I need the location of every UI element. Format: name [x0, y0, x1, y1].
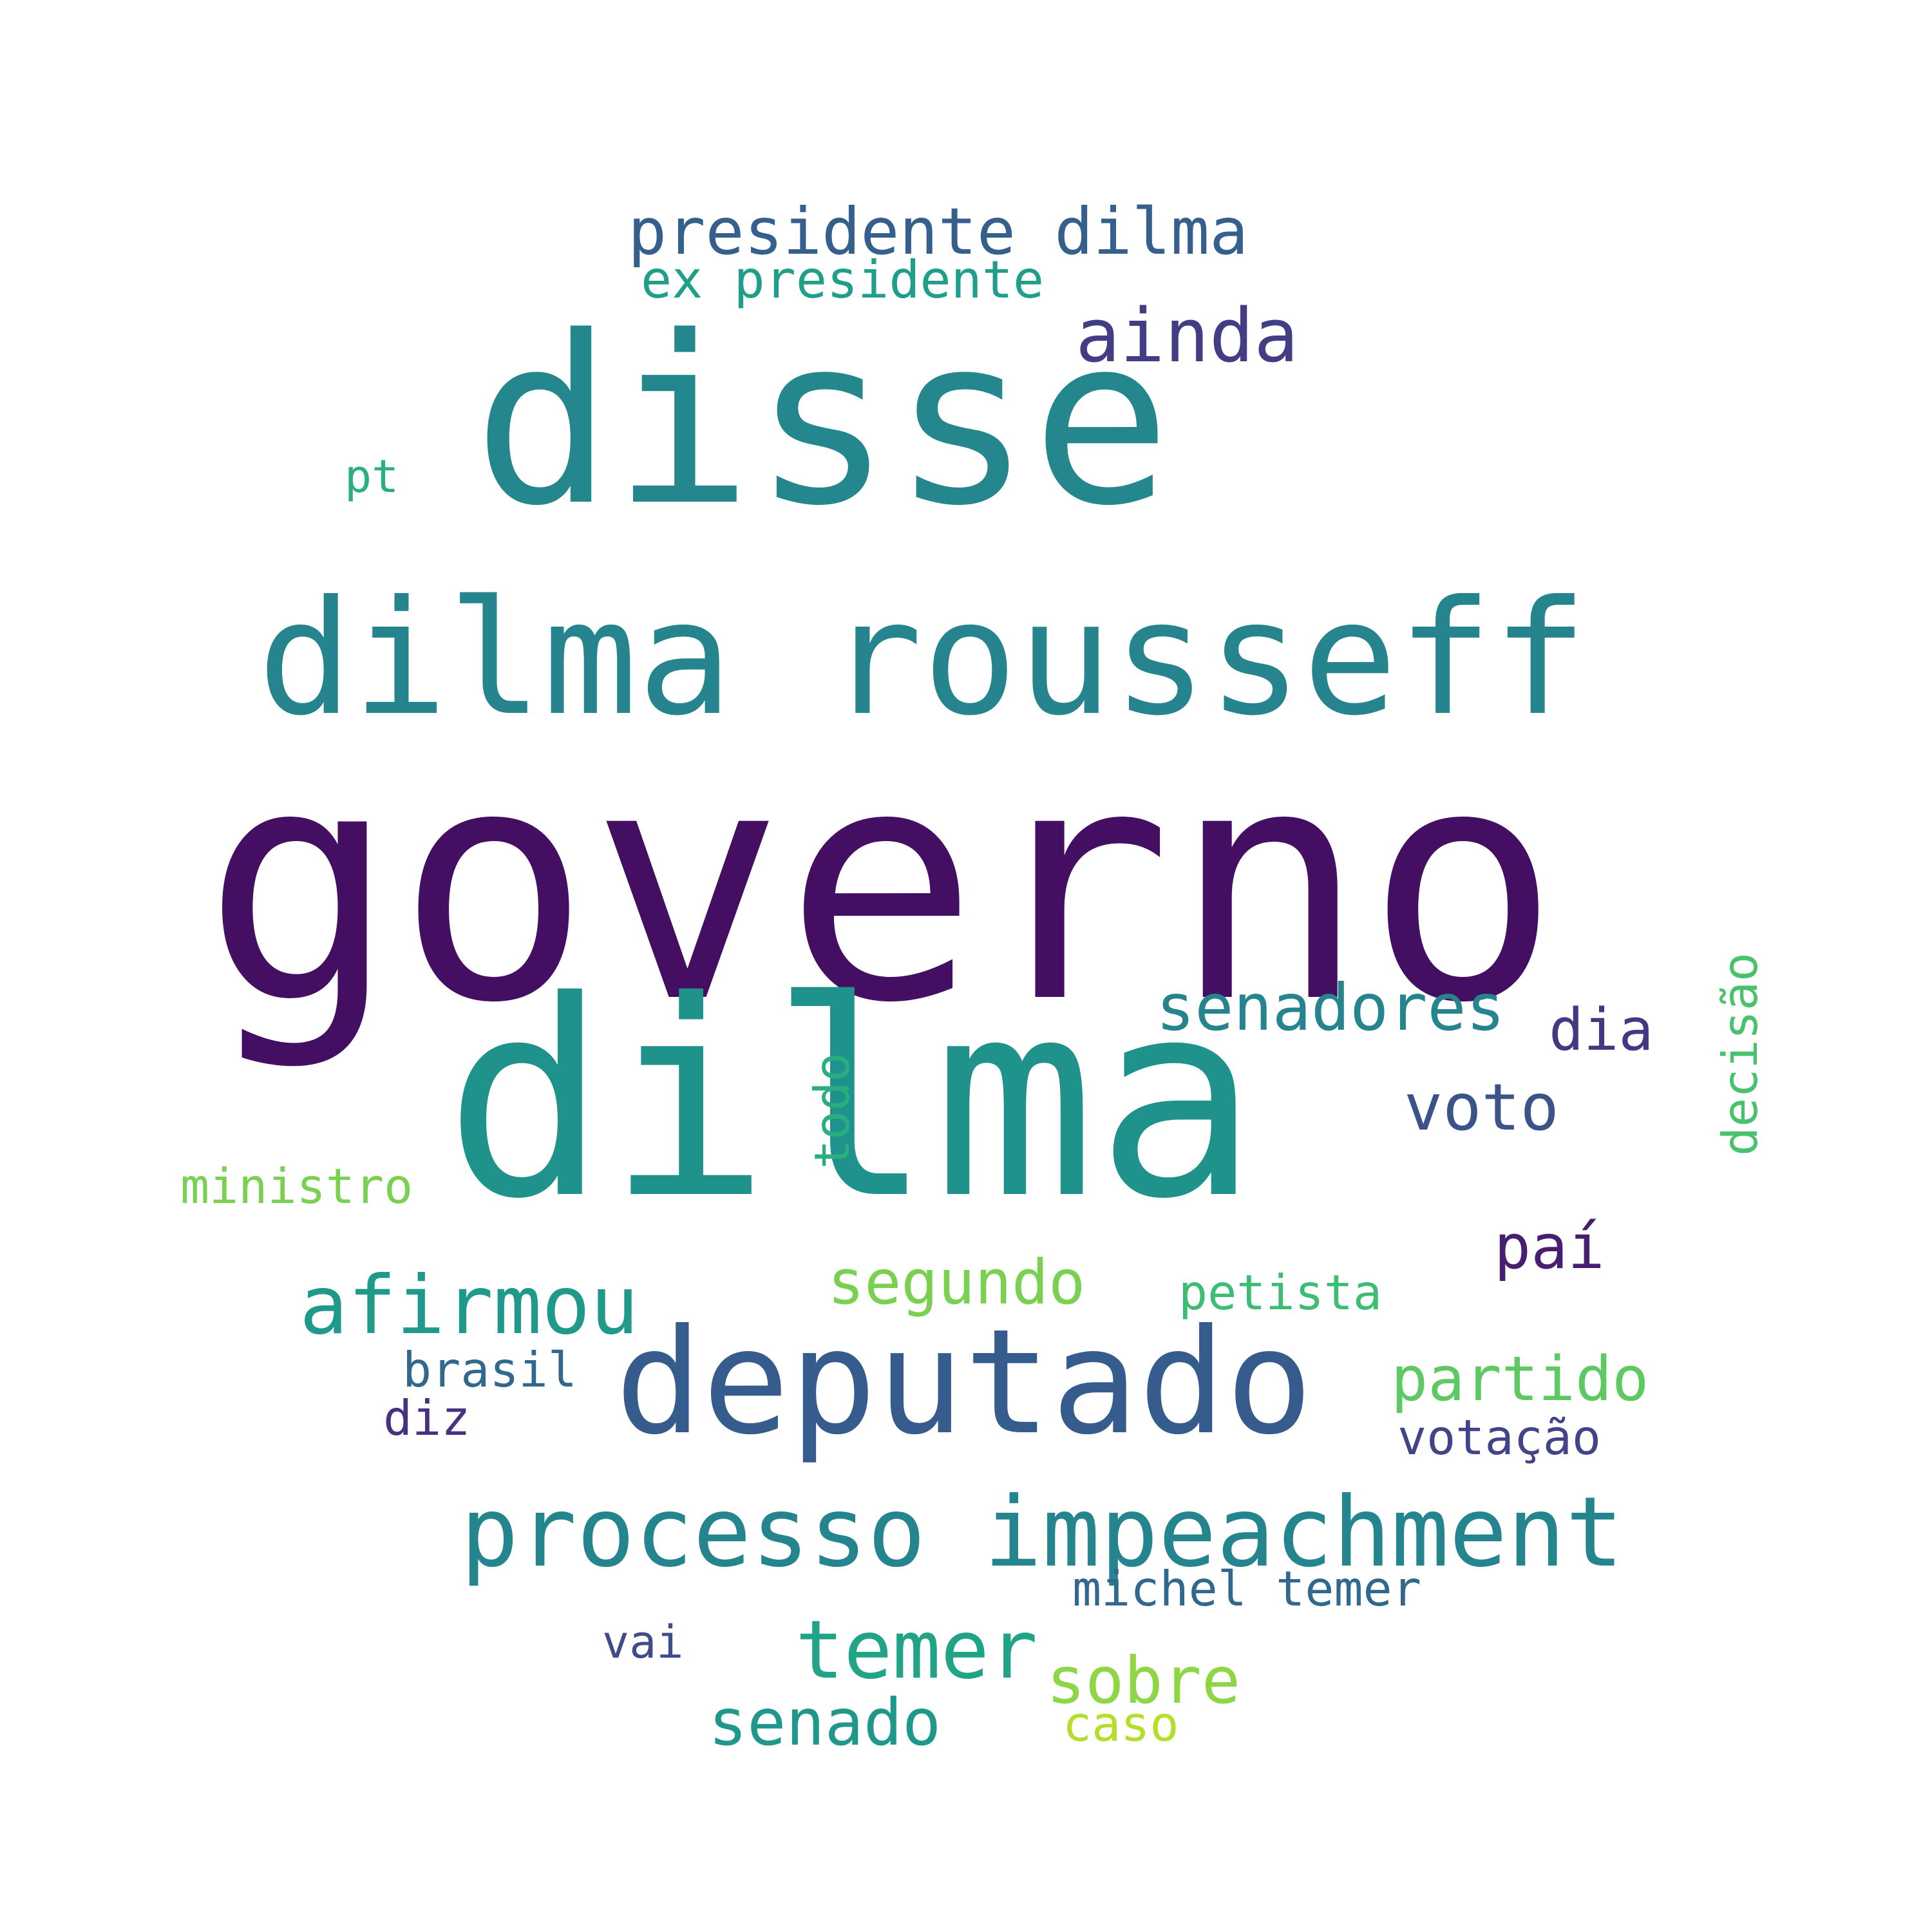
- word-voto: voto: [1404, 1070, 1559, 1145]
- word-pt: pt: [345, 450, 399, 503]
- word-deputado: deputado: [615, 1298, 1313, 1467]
- word-dilma: dilma: [444, 943, 1259, 1258]
- word-petista: petista: [1179, 1264, 1383, 1321]
- word-temer: temer: [795, 1604, 1038, 1697]
- word-disse: disse: [473, 287, 1171, 556]
- word-afirmou: afirmou: [299, 1259, 639, 1352]
- word-ainda: ainda: [1075, 293, 1299, 379]
- word-ministro: ministro: [180, 1158, 413, 1215]
- word-caso: caso: [1063, 1696, 1179, 1752]
- word-todo: todo: [804, 1052, 860, 1169]
- word-segundo: segundo: [828, 1247, 1086, 1318]
- word-sobre: sobre: [1046, 1643, 1241, 1718]
- word-governo: governo: [203, 698, 1560, 1073]
- word-senado: senado: [708, 1685, 942, 1760]
- word-dilma-rousseff: dilma rousseff: [258, 567, 1588, 750]
- word-dia: dia: [1549, 996, 1654, 1064]
- word-votacao: votação: [1397, 1409, 1602, 1466]
- word-michel-temer: michel temer: [1072, 1560, 1421, 1617]
- word-senadores: senadores: [1156, 970, 1505, 1045]
- word-diz: diz: [383, 1390, 471, 1446]
- word-decisao: decisão: [1712, 952, 1768, 1156]
- word-ex-presidente: ex presidente: [641, 250, 1045, 310]
- word-processo-impeachment: processo impeachment: [460, 1477, 1624, 1589]
- word-presidente-dilma: presidente dilma: [628, 194, 1249, 269]
- word-pai: paí: [1494, 1212, 1605, 1283]
- word-partido: partido: [1391, 1344, 1649, 1415]
- word-brasil: brasil: [402, 1341, 577, 1398]
- word-vai: vai: [602, 1616, 684, 1669]
